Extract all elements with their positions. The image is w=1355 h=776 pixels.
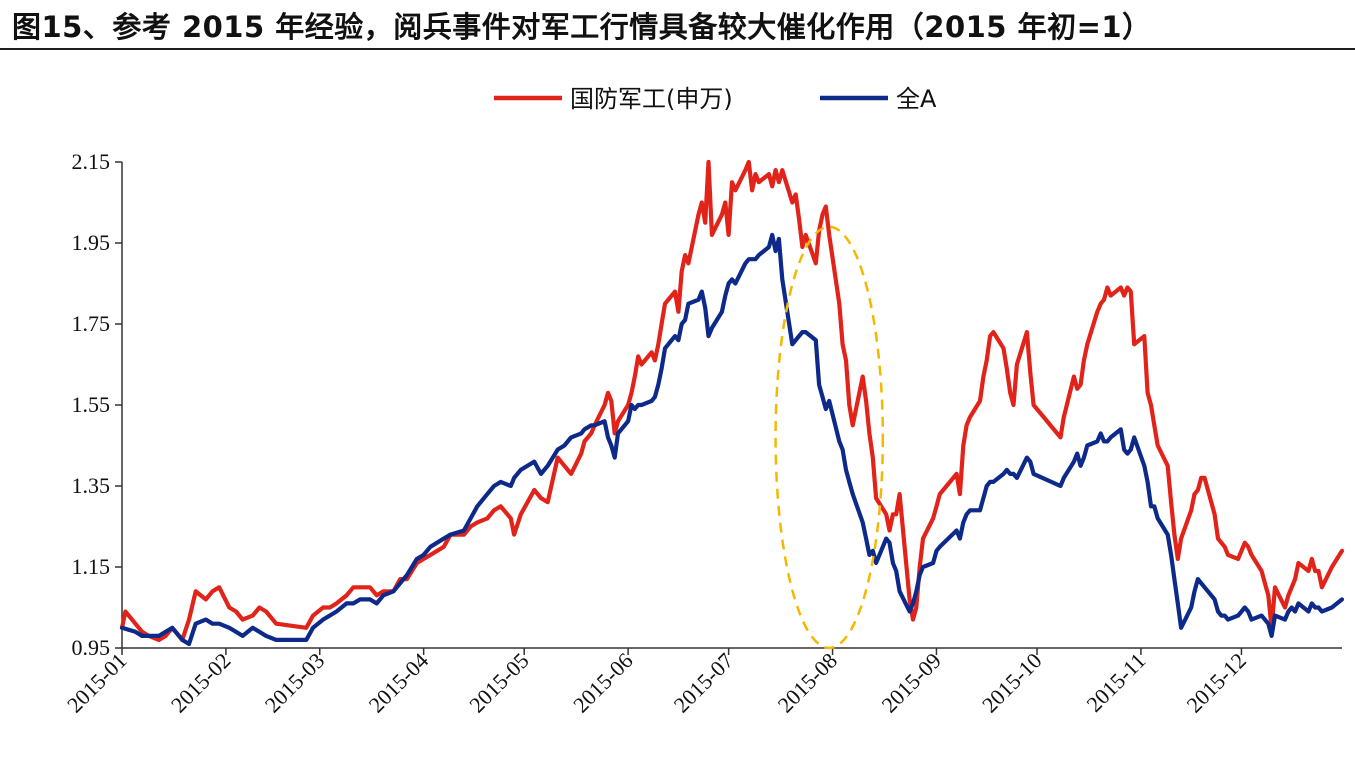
x-tick-label: 2015-07	[669, 648, 739, 718]
y-tick-label: 1.15	[72, 554, 111, 579]
highlight-ellipse	[774, 225, 885, 650]
legend-label-1: 国防军工(申万)	[570, 85, 733, 113]
y-tick-label: 1.35	[72, 473, 111, 498]
x-tick-label: 2015-09	[876, 648, 946, 718]
x-tick-label: 2015-08	[773, 648, 843, 718]
y-tick-label: 2.15	[72, 149, 111, 174]
series-line-1	[119, 159, 1345, 643]
y-tick-label: 1.55	[72, 392, 111, 417]
x-tick-label: 2015-12	[1181, 648, 1251, 718]
legend-label-2: 全A	[896, 85, 937, 113]
y-tick-label: 0.95	[72, 635, 111, 660]
x-tick-label: 2015-06	[568, 648, 638, 718]
figure-title: 图15、参考 2015 年经验，阅兵事件对军工行情具备较大催化作用（2015 年…	[12, 10, 1152, 44]
y-tick-label: 1.75	[72, 311, 111, 336]
x-tick-label: 2015-05	[464, 648, 534, 718]
x-tick-label: 2015-11	[1081, 648, 1150, 717]
x-tick-label: 2015-02	[166, 648, 236, 718]
x-tick-label: 2015-04	[364, 648, 434, 718]
series-line-2	[119, 232, 1345, 647]
x-tick-label: 2015-03	[260, 648, 330, 718]
y-tick-label: 1.95	[72, 230, 111, 255]
x-tick-label: 2015-10	[977, 648, 1047, 718]
title-bar: 图15、参考 2015 年经验，阅兵事件对军工行情具备较大催化作用（2015 年…	[0, 0, 1355, 50]
